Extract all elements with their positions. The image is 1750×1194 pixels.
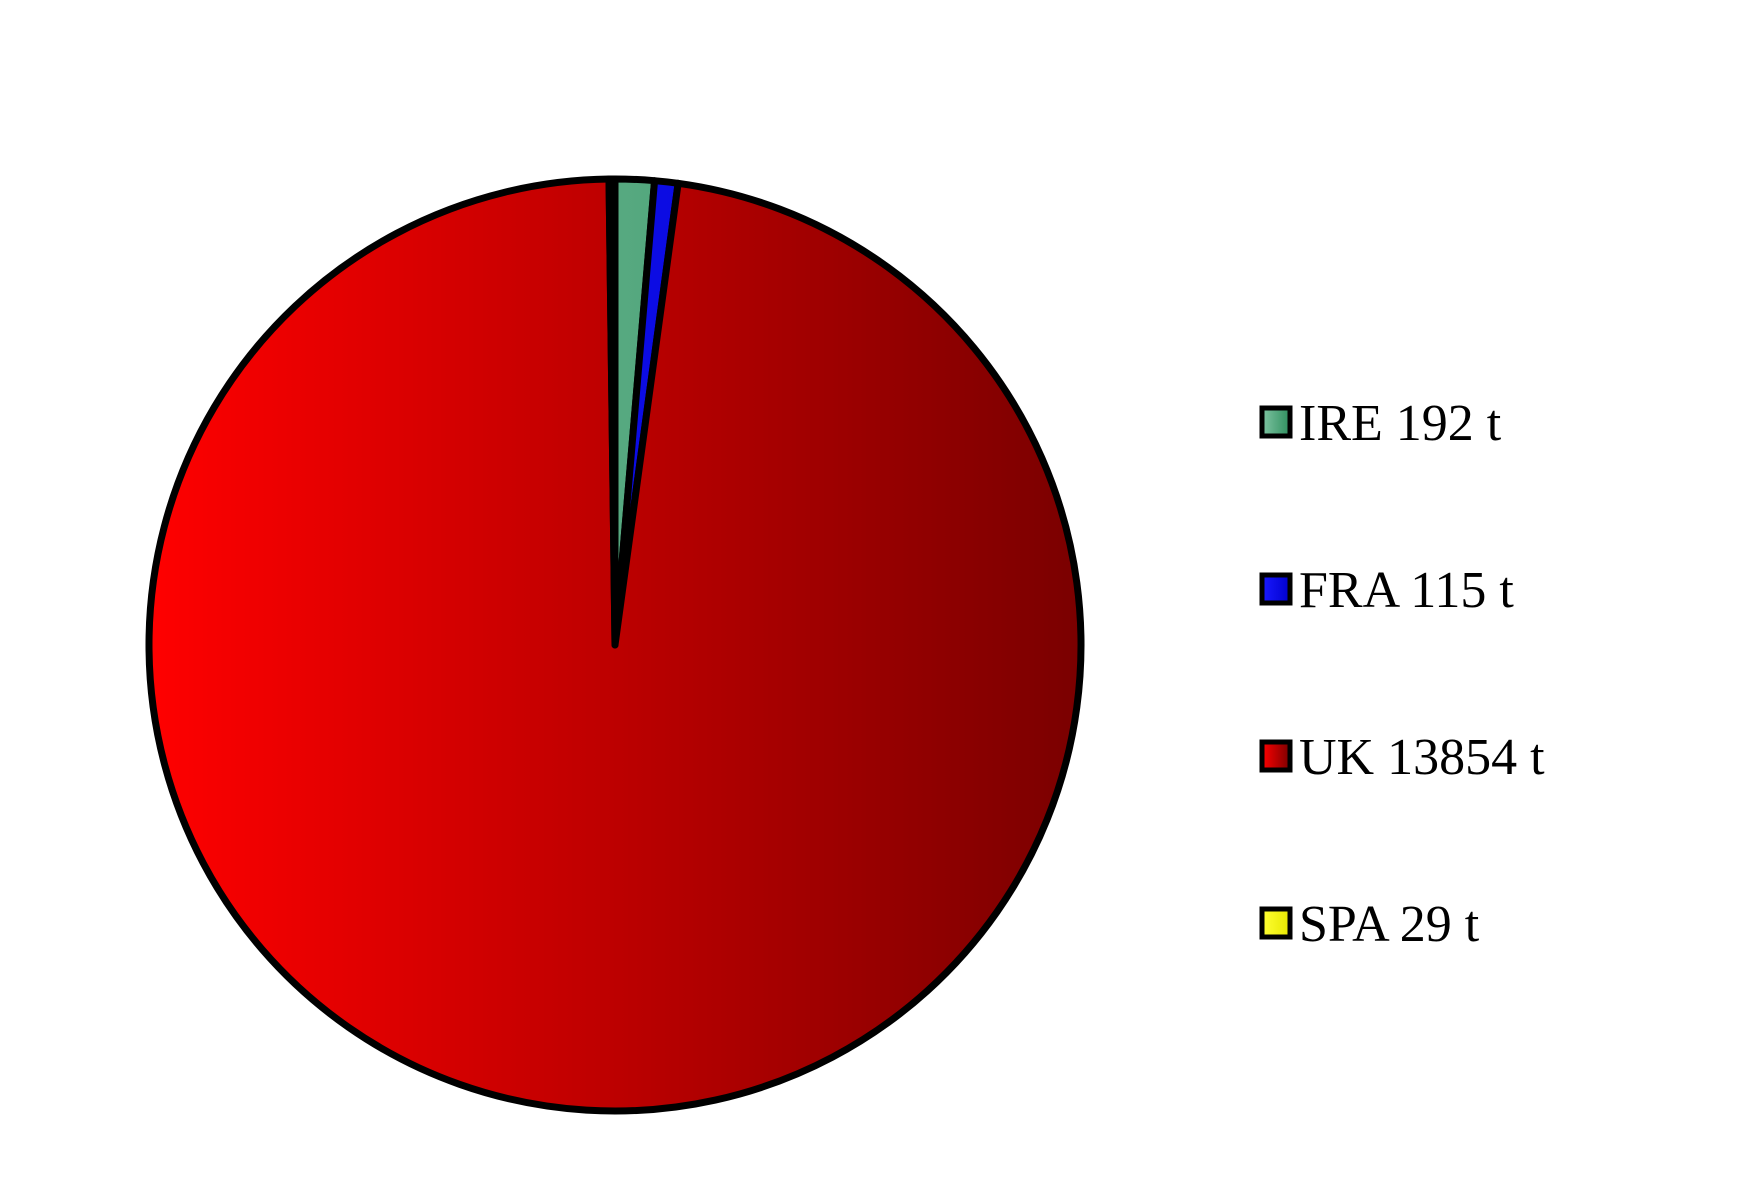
legend-label-fra: FRA 115 t bbox=[1299, 562, 1514, 619]
legend-item-ire: IRE 192 t bbox=[1259, 395, 1502, 452]
legend-swatch-uk bbox=[1259, 739, 1293, 773]
legend-item-fra: FRA 115 t bbox=[1259, 562, 1514, 619]
pie-slices bbox=[145, 175, 1085, 1115]
legend-label-ire: IRE 192 t bbox=[1299, 395, 1502, 452]
legend-item-uk: UK 13854 t bbox=[1259, 729, 1545, 786]
pie-slice-spa bbox=[605, 175, 619, 649]
legend: IRE 192 t FRA 115 t UK 13854 t SPA 29 t bbox=[1259, 395, 1545, 953]
legend-swatch-fra bbox=[1259, 572, 1293, 606]
legend-label-spa: SPA 29 t bbox=[1299, 896, 1480, 953]
legend-swatch-ire bbox=[1259, 405, 1293, 439]
legend-item-spa: SPA 29 t bbox=[1259, 896, 1480, 953]
legend-label-uk: UK 13854 t bbox=[1299, 729, 1545, 786]
legend-swatch-spa bbox=[1259, 906, 1293, 940]
